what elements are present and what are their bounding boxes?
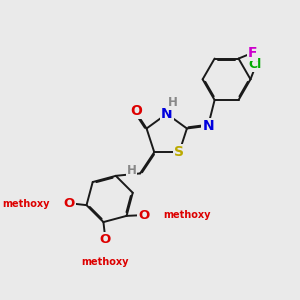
Text: S: S [174,145,184,159]
Text: methoxy: methoxy [163,210,211,220]
Text: methoxy: methoxy [81,256,128,267]
Text: F: F [248,46,257,60]
Text: N: N [202,119,214,133]
Text: O: O [130,104,142,118]
Text: H: H [127,164,136,177]
Text: O: O [64,197,75,210]
Text: O: O [138,209,150,222]
Text: N: N [161,107,172,121]
Text: H: H [168,96,178,109]
Text: O: O [99,233,110,246]
Text: methoxy: methoxy [56,202,62,204]
Text: methoxy: methoxy [3,199,50,209]
Text: Cl: Cl [249,58,262,71]
